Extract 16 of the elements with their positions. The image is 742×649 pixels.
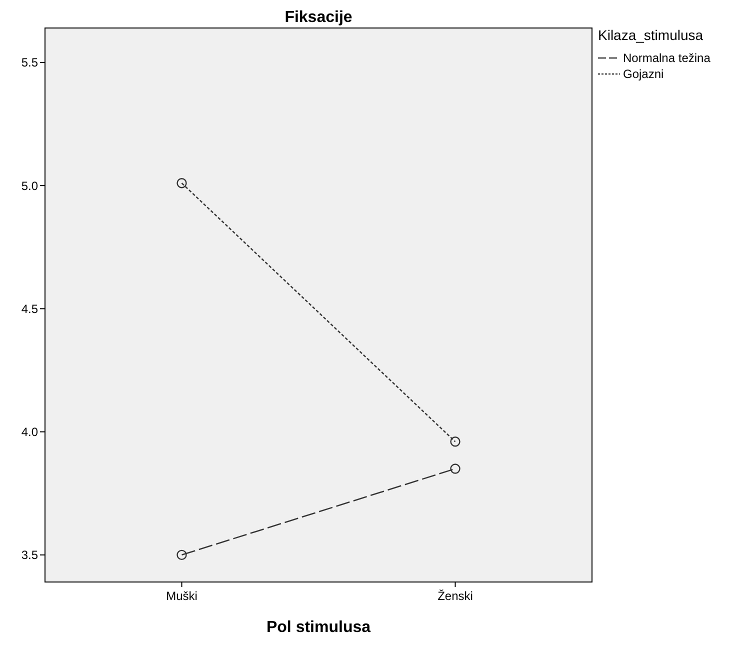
y-tick-label: 3.5 <box>21 548 38 562</box>
legend-label: Normalna težina <box>623 51 711 66</box>
x-axis-title: Pol stimulusa <box>266 619 371 636</box>
point <box>176 178 187 188</box>
legend-label: Gojazni <box>623 67 664 82</box>
x-tick-label: Ženski <box>438 589 473 603</box>
point <box>450 464 460 474</box>
x-tick-label: Muški <box>166 589 198 603</box>
y-tick-label: 4.0 <box>21 425 38 440</box>
point <box>176 550 187 560</box>
legend-title: Kilaza_stimulusa <box>598 27 704 43</box>
y-tick-label: 5.5 <box>21 56 38 70</box>
y-tick-label: 5.0 <box>21 178 38 193</box>
y-tick-label: 4.5 <box>21 302 38 316</box>
point <box>450 436 460 447</box>
chart-title: Fiksacije <box>284 9 352 26</box>
